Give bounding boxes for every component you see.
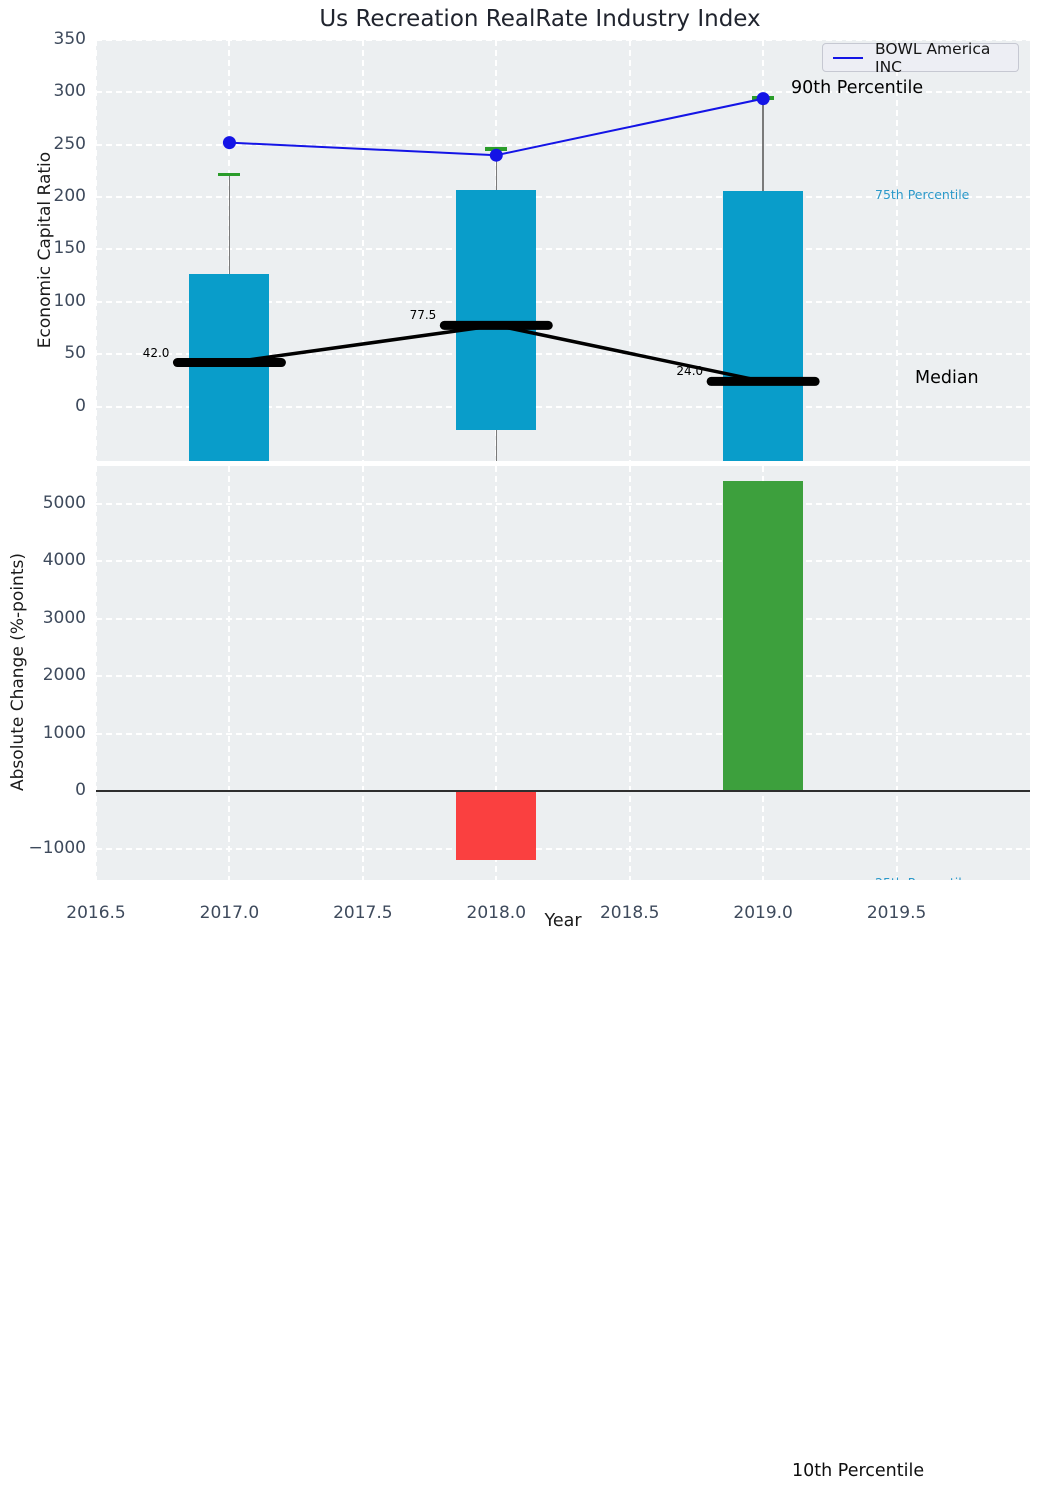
company-line-marker [489, 148, 503, 162]
change-bar-red [456, 791, 537, 861]
y-tick-label: 4000 [42, 550, 86, 571]
company-line-marker [756, 92, 770, 106]
gridline-horizontal [96, 300, 1030, 303]
x-tick-label: 2018.5 [599, 903, 660, 923]
gridline-horizontal [96, 732, 1030, 735]
y-tick-label: 5000 [42, 492, 86, 513]
gridline-vertical [628, 40, 631, 461]
chart-title: Us Recreation RealRate Industry Index [319, 6, 761, 32]
y-tick-label: 350 [53, 29, 86, 49]
gridline-vertical [628, 466, 631, 880]
gridline-horizontal [96, 405, 1030, 408]
y-axis-label-top: Economic Capital Ratio [35, 151, 55, 349]
gridline-horizontal [96, 143, 1030, 146]
y-tick-label: −1000 [28, 837, 86, 858]
x-tick-label: 2017.0 [199, 903, 260, 923]
annotation-25th-percentile-clipped: 25th Percentile [875, 875, 969, 880]
y-tick-label: 200 [53, 186, 86, 207]
legend-label: BOWL America INC [875, 40, 991, 76]
gridline-horizontal [96, 248, 1030, 251]
x-tick-label: 2019.0 [733, 903, 793, 923]
median-value-label: 77.5 [409, 308, 437, 323]
gridline-horizontal [96, 617, 1030, 620]
y-tick-label: 1000 [42, 722, 86, 743]
y-tick-label: 100 [53, 290, 86, 311]
box-iqr-bar [723, 190, 804, 461]
gridline-horizontal [96, 91, 1030, 94]
y-tick-label: 50 [64, 343, 86, 364]
y-tick-label: 0 [75, 780, 86, 801]
gridline-horizontal [96, 675, 1030, 678]
top-plot-area: 24.0 77.5 42.0 BOWL America INC 90th Perce… [96, 40, 1030, 461]
top-panel-lines [172, 92, 820, 386]
company-line [229, 97, 764, 157]
y-axis-label-bottom: Absolute Change (%-points) [8, 553, 28, 791]
company-line-marker [222, 136, 236, 150]
x-tick-label: 2018.0 [466, 903, 527, 923]
y-tick-label: 250 [53, 133, 86, 154]
x-tick-label: 2016.5 [66, 903, 126, 923]
box-iqr-bar [189, 273, 270, 461]
gridline-horizontal [96, 502, 1030, 505]
gridline-vertical [495, 466, 498, 880]
y-tick-label: 300 [53, 81, 86, 102]
gridline-horizontal [96, 847, 1030, 850]
annotation-median: Median [915, 368, 979, 388]
whisker-cap [218, 172, 241, 177]
gridline-vertical [228, 466, 231, 880]
gridline-vertical [361, 466, 364, 880]
gridline-vertical [96, 40, 97, 461]
change-bar-green [723, 480, 804, 792]
bottom-plot-area: 25th Percentile [96, 466, 1030, 880]
annotation-75th-percentile: 75th Percentile [875, 187, 970, 202]
gridline-horizontal [96, 560, 1030, 563]
legend: BOWL America INC [822, 40, 1019, 76]
gridline-horizontal [96, 40, 1030, 41]
y-tick-label: 150 [53, 238, 86, 259]
box-iqr-bar [456, 189, 537, 430]
y-tick-label: 2000 [42, 665, 86, 686]
median-value-label: 42.0 [142, 345, 170, 360]
gridline-horizontal [96, 353, 1030, 356]
annotation-10th-percentile: 10th Percentile [792, 1461, 925, 1481]
gridline-vertical [361, 40, 364, 461]
x-axis-label: Year [544, 911, 582, 931]
gridline-horizontal [96, 196, 1030, 199]
zero-line [96, 790, 1030, 793]
median-value-label: 24.0 [676, 364, 704, 379]
legend-line-sample [833, 56, 863, 59]
gridline-vertical [96, 466, 97, 880]
annotation-90th-percentile: 90th Percentile [791, 78, 924, 98]
y-tick-label: 3000 [42, 607, 86, 628]
x-tick-label: 2017.5 [333, 903, 393, 923]
gridline-vertical [895, 40, 898, 461]
gridline-vertical [895, 466, 898, 880]
x-tick-label: 2019.5 [866, 903, 927, 923]
y-tick-label: 0 [75, 395, 86, 416]
